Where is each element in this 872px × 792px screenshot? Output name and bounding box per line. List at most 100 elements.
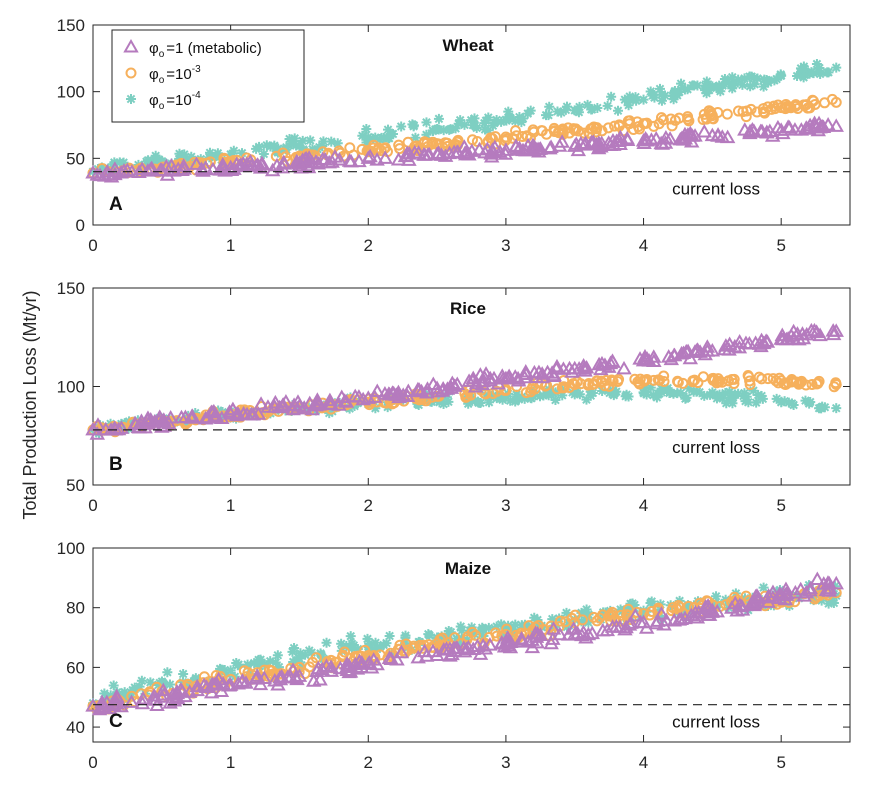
data-point-metabolic xyxy=(253,156,270,171)
data-point-e4 xyxy=(613,105,624,116)
data-point-e4 xyxy=(625,598,636,609)
data-point-e4 xyxy=(751,397,762,408)
data-point-metabolic xyxy=(770,119,786,134)
data-point-e4 xyxy=(345,631,356,642)
data-point-e4 xyxy=(538,390,549,401)
data-point-e4 xyxy=(500,114,511,125)
data-point-e4 xyxy=(720,388,731,399)
data-point-metabolic xyxy=(635,132,652,147)
data-point-metabolic xyxy=(166,163,182,177)
data-point-e4 xyxy=(816,403,827,414)
data-point-e4 xyxy=(517,113,528,124)
data-point-e4 xyxy=(162,667,173,678)
data-point-metabolic xyxy=(135,690,151,705)
data-point-e4 xyxy=(574,101,585,112)
data-point-e4 xyxy=(700,80,711,91)
data-point-metabolic xyxy=(483,148,500,163)
data-point-e4 xyxy=(254,661,265,672)
data-point-metabolic xyxy=(565,621,582,635)
data-point-metabolic xyxy=(203,684,220,699)
data-point-e4 xyxy=(738,391,749,402)
data-point-e4 xyxy=(638,94,649,105)
data-point-metabolic xyxy=(449,376,465,391)
data-point-e3 xyxy=(594,612,606,624)
data-point-e3 xyxy=(621,609,633,621)
data-point-e4 xyxy=(370,403,381,414)
data-point-metabolic xyxy=(143,160,160,175)
data-point-e4 xyxy=(254,141,265,152)
data-point-e3 xyxy=(692,377,704,389)
data-point-e4 xyxy=(668,94,679,105)
data-point-e3 xyxy=(666,120,678,132)
y-tick-label: 150 xyxy=(57,279,85,298)
data-point-e4 xyxy=(560,104,571,115)
data-point-metabolic xyxy=(419,384,435,399)
data-point-metabolic xyxy=(723,600,740,614)
data-point-metabolic xyxy=(605,354,621,368)
data-point-e4 xyxy=(294,141,305,152)
data-point-e4 xyxy=(638,387,649,398)
scatter-points xyxy=(85,322,844,440)
data-point-e4 xyxy=(500,623,511,634)
data-point-e4 xyxy=(462,634,473,645)
data-point-e4 xyxy=(455,621,466,632)
data-point-metabolic xyxy=(429,146,445,160)
data-point-metabolic xyxy=(697,599,714,613)
data-point-e4 xyxy=(453,118,464,129)
panel-title: Maize xyxy=(445,559,491,578)
data-point-e4 xyxy=(532,614,543,625)
data-point-e4 xyxy=(124,692,135,703)
data-point-e4 xyxy=(105,690,116,701)
data-point-metabolic xyxy=(675,345,692,359)
data-point-e3 xyxy=(569,379,581,391)
data-point-metabolic xyxy=(616,360,632,375)
data-point-metabolic xyxy=(513,631,530,646)
data-point-e4 xyxy=(376,132,387,143)
data-point-e4 xyxy=(287,646,298,657)
data-point-metabolic xyxy=(806,115,823,130)
data-point-metabolic xyxy=(744,596,761,610)
data-point-e4 xyxy=(615,604,626,615)
data-point-e4 xyxy=(300,649,311,660)
data-point-e4 xyxy=(758,81,769,92)
data-point-e4 xyxy=(668,388,679,399)
data-point-metabolic xyxy=(184,408,200,422)
data-point-metabolic xyxy=(176,161,192,175)
data-point-e4 xyxy=(662,383,673,394)
data-point-metabolic xyxy=(671,612,687,626)
data-point-metabolic xyxy=(339,659,355,673)
data-point-e4 xyxy=(451,633,462,644)
data-point-metabolic xyxy=(296,400,312,414)
data-point-e4 xyxy=(811,58,822,69)
x-tick-label: 5 xyxy=(776,236,785,255)
data-point-e4 xyxy=(543,110,554,121)
data-point-e4 xyxy=(441,392,452,403)
data-point-metabolic xyxy=(458,145,474,159)
data-point-metabolic xyxy=(778,581,794,596)
data-point-e4 xyxy=(496,619,507,630)
legend-subscript: o xyxy=(159,101,165,112)
data-point-metabolic xyxy=(635,614,652,629)
data-point-e4 xyxy=(619,94,630,105)
data-point-e4 xyxy=(711,591,722,602)
legend: φo =1 (metabolic)φo =10-3φo =10-4 xyxy=(111,29,305,123)
data-point-e3 xyxy=(304,661,316,673)
data-point-metabolic xyxy=(704,127,721,142)
data-point-e4 xyxy=(432,124,443,134)
data-point-metabolic xyxy=(331,151,348,166)
data-point-e3 xyxy=(677,377,689,389)
data-point-e4 xyxy=(822,67,833,78)
data-point-metabolic xyxy=(140,412,156,426)
data-point-e4 xyxy=(779,396,790,407)
data-point-metabolic xyxy=(828,323,844,337)
data-point-e4 xyxy=(370,637,381,648)
panel-maize: 0 1 2 3 4 5 40 60 80 100 current loss Maize C xyxy=(57,539,851,772)
data-point-e4 xyxy=(491,621,502,632)
data-point-e4 xyxy=(727,72,738,83)
data-point-e4 xyxy=(699,390,710,401)
data-point-e4 xyxy=(792,71,803,82)
data-point-e4 xyxy=(707,81,718,92)
data-point-metabolic xyxy=(498,370,514,385)
data-point-metabolic xyxy=(323,396,339,411)
data-point-e3 xyxy=(373,143,385,155)
